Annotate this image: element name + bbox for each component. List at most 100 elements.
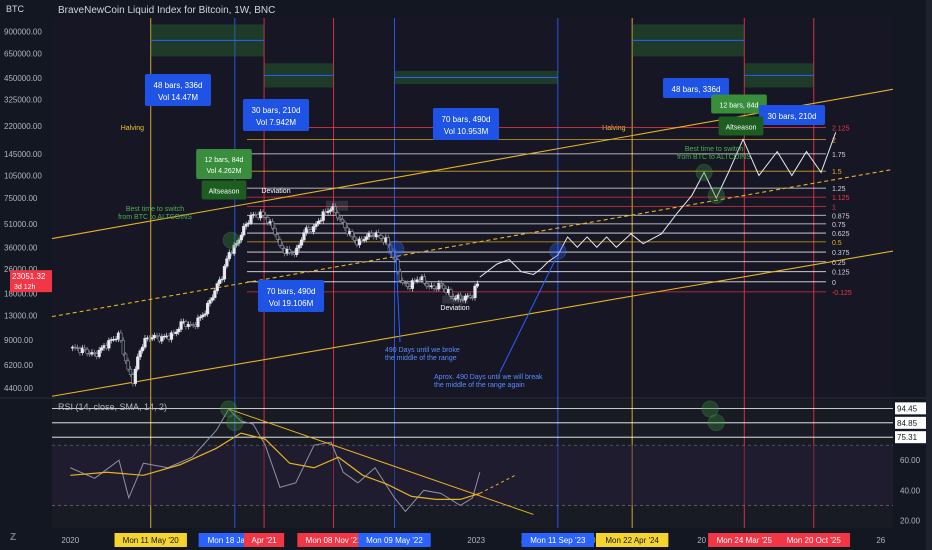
altseason-label-a-text: Altseason bbox=[209, 189, 240, 196]
candle-body bbox=[280, 244, 284, 249]
fib-level-label: 0.125 bbox=[832, 270, 850, 277]
candle-body bbox=[143, 338, 147, 348]
date-marker-label: Mon 08 Nov '21 bbox=[306, 536, 362, 545]
right-scrollbar[interactable] bbox=[926, 0, 932, 550]
date-marker-label: Mon 11 Sep '23 bbox=[530, 536, 586, 545]
candle-body bbox=[336, 212, 340, 219]
switch-circle bbox=[707, 186, 725, 204]
y-tick-label: 145000.00 bbox=[4, 150, 42, 159]
x-tick-label: 2024 bbox=[587, 536, 605, 545]
rsi-level-value: 75.31 bbox=[897, 433, 918, 442]
date-marker-badge bbox=[297, 533, 370, 547]
y-tick-label: 650000.00 bbox=[4, 49, 42, 58]
fib-level-label: 0.875 bbox=[832, 213, 850, 220]
bars-label-48a-text: 48 bars, 336d bbox=[154, 81, 203, 90]
candle-body bbox=[160, 336, 164, 342]
candle-body bbox=[179, 321, 183, 330]
candle-body bbox=[454, 298, 458, 300]
y-tick-label: 75000.00 bbox=[4, 194, 38, 203]
altseason-label-b: Altseason bbox=[718, 116, 764, 136]
candle-body bbox=[314, 223, 318, 227]
candle-body bbox=[239, 234, 243, 241]
switch-circle bbox=[222, 231, 240, 249]
candle-body bbox=[451, 296, 455, 300]
candle-body bbox=[237, 239, 241, 244]
fib-level-label: 0.5 bbox=[832, 240, 842, 247]
candle-body bbox=[311, 226, 316, 232]
deviation-box bbox=[325, 200, 348, 211]
fib-level-label: 0.75 bbox=[832, 222, 846, 229]
rsi-level-value: 84.85 bbox=[897, 419, 918, 428]
fib-level-label: 1.125 bbox=[832, 195, 850, 202]
candle-body bbox=[377, 232, 381, 236]
candle-body bbox=[201, 314, 205, 318]
candle-body bbox=[328, 209, 333, 212]
halving-label: Halving bbox=[121, 125, 144, 132]
rsi-indicator-label[interactable]: RSI (14, close, SMA, 14, 2) bbox=[58, 402, 168, 412]
candle-body bbox=[169, 332, 174, 340]
candle-body bbox=[121, 340, 125, 355]
bars-label-48b: 48 bars, 336d bbox=[662, 78, 730, 98]
candle-body bbox=[249, 215, 253, 224]
candle-body bbox=[475, 283, 480, 287]
candle-body bbox=[422, 276, 427, 284]
bars-label-12a: 12 bars, 84d Vol 4.262M bbox=[196, 149, 252, 179]
candle-body bbox=[271, 221, 275, 229]
date-marker-badge bbox=[777, 533, 850, 547]
candle-body bbox=[213, 290, 217, 298]
fib-level-label: 2.125 bbox=[832, 125, 850, 132]
candle-body bbox=[357, 238, 361, 246]
candle-body bbox=[227, 252, 231, 260]
tradingview-logo-icon[interactable]: Z bbox=[10, 532, 17, 543]
range-note-a: the middle of the range bbox=[385, 355, 457, 362]
candle-body bbox=[326, 211, 330, 213]
bars-label-12a-text: Vol 4.262M bbox=[206, 168, 241, 175]
bars-label-70a-text: Vol 10.953M bbox=[444, 127, 489, 136]
x-tick-label: 20 bbox=[697, 536, 706, 545]
y-tick-label: 51000.00 bbox=[4, 220, 38, 229]
candle-body bbox=[80, 347, 84, 353]
candle-body bbox=[439, 283, 443, 286]
candle-body bbox=[458, 294, 463, 300]
bars-label-70a-bg bbox=[432, 108, 500, 140]
candle-body bbox=[210, 297, 215, 301]
date-marker-label: Mon 22 Apr '24 bbox=[605, 536, 659, 545]
candle-body bbox=[338, 217, 342, 220]
candle-body bbox=[287, 248, 292, 253]
candle-body bbox=[401, 280, 405, 283]
altseason-label-b-bg bbox=[718, 116, 764, 136]
candle-body bbox=[136, 356, 140, 370]
rsi-signal-circle bbox=[707, 414, 725, 432]
date-marker-label: Mon 24 Mar '25 bbox=[717, 536, 773, 545]
altseason-label-a-bg bbox=[201, 180, 247, 200]
fib-level-label: 0 bbox=[832, 280, 836, 287]
candle-body bbox=[398, 271, 402, 281]
date-marker-badge bbox=[358, 533, 431, 547]
rsi-trendline bbox=[228, 408, 534, 515]
candle-body bbox=[345, 227, 349, 235]
date-marker-badge bbox=[595, 533, 669, 547]
halving-label: Halving bbox=[602, 125, 625, 132]
fib-level-label: 2 bbox=[832, 137, 836, 144]
y-tick-label: 105000.00 bbox=[4, 171, 42, 180]
candle-body bbox=[107, 340, 111, 349]
deviation-label-b: Deviation bbox=[440, 305, 469, 312]
chart-title[interactable]: BraveNewCoin Liquid Index for Bitcoin, 1… bbox=[58, 5, 276, 16]
y-tick-label: 450000.00 bbox=[4, 74, 42, 83]
channel-upper bbox=[51, 88, 894, 240]
candle-body bbox=[232, 244, 236, 254]
candle-body bbox=[437, 283, 441, 290]
rsi-signal-circle bbox=[701, 400, 719, 418]
candle-body bbox=[432, 285, 436, 289]
candle-body bbox=[362, 239, 366, 241]
candle-body bbox=[297, 244, 301, 249]
y-tick-label: 13000.00 bbox=[4, 312, 38, 321]
candle-body bbox=[114, 338, 118, 341]
candle-body bbox=[174, 331, 178, 335]
channel-lower bbox=[51, 250, 894, 397]
range-note-a: 490 Days until we broke bbox=[385, 347, 460, 354]
bars-label-48b-text: 48 bars, 336d bbox=[672, 85, 721, 94]
bars-label-30b: 30 bars, 210d bbox=[758, 105, 826, 125]
candle-body bbox=[302, 232, 306, 241]
